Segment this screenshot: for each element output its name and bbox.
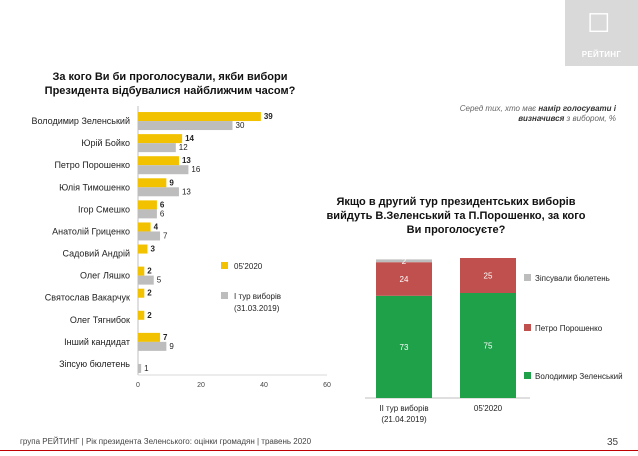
footer-divider bbox=[0, 450, 638, 451]
x-tick-label: 60 bbox=[323, 382, 331, 389]
brand-name: РЕЙТИНГ bbox=[581, 50, 622, 59]
bar-previous bbox=[138, 341, 167, 351]
category-label: Ігор Смешко bbox=[78, 204, 130, 214]
legend-swatch bbox=[221, 262, 228, 269]
data-label: 4 bbox=[154, 222, 159, 231]
data-label: 6 bbox=[160, 200, 165, 209]
legend-swatch bbox=[524, 324, 531, 331]
chart1-note: Серед тих, хто має намір голосувати і ви… bbox=[440, 104, 616, 124]
bar-previous bbox=[138, 121, 233, 131]
bar-previous bbox=[138, 363, 142, 373]
data-label: 5 bbox=[157, 276, 162, 285]
data-label: 12 bbox=[179, 143, 188, 152]
chart1-title: За кого Ви би проголосували, якби вибори… bbox=[44, 71, 296, 97]
legend-label: Володимир Зеленський bbox=[535, 372, 623, 381]
segment-label: 75 bbox=[484, 342, 493, 351]
bar-current bbox=[138, 244, 148, 254]
note-suffix: з вибором, % bbox=[564, 114, 616, 123]
segment-label: 24 bbox=[400, 275, 409, 284]
category-label: Юрій Бойко bbox=[81, 138, 130, 148]
data-label: 2 bbox=[147, 289, 152, 298]
data-label: 1 bbox=[144, 364, 149, 373]
column-label: ІІ тур виборів bbox=[379, 404, 428, 413]
legend-label: 05'2020 bbox=[234, 262, 263, 271]
stacked-segment bbox=[460, 258, 516, 293]
x-tick-label: 0 bbox=[136, 382, 140, 389]
bar-current bbox=[138, 288, 145, 298]
page-number: 35 bbox=[607, 437, 619, 448]
column-label-date: (21.04.2019) bbox=[381, 415, 427, 424]
data-label: 6 bbox=[160, 209, 165, 218]
legend-label: І тур виборів bbox=[234, 292, 281, 301]
bar-current bbox=[138, 200, 157, 210]
data-label: 3 bbox=[150, 245, 155, 254]
bar-current bbox=[138, 112, 261, 122]
note-bold: намір голосувати і визначився bbox=[518, 104, 616, 123]
bar-current bbox=[138, 332, 161, 342]
stacked-segment bbox=[376, 259, 432, 263]
segment-label: 2 bbox=[402, 257, 407, 266]
data-label: 30 bbox=[236, 121, 245, 130]
data-label: 7 bbox=[163, 333, 168, 342]
bar-previous bbox=[138, 187, 179, 197]
bar-current bbox=[138, 310, 145, 320]
legend-swatch bbox=[221, 292, 228, 299]
category-label: Зіпсую бюлетень bbox=[59, 359, 130, 369]
data-label: 9 bbox=[169, 178, 174, 187]
logo-mark-icon: ☐ bbox=[587, 8, 611, 38]
category-label: Святослав Вакарчук bbox=[45, 293, 130, 303]
category-label: Садовий Андрій bbox=[63, 249, 130, 259]
stacked-segment bbox=[376, 295, 432, 398]
column-label: 05'2020 bbox=[474, 404, 503, 413]
stacked-segment bbox=[376, 262, 432, 296]
bar-previous bbox=[138, 275, 154, 285]
x-tick-label: 20 bbox=[197, 382, 205, 389]
category-label: Юлія Тимошенко bbox=[59, 182, 130, 192]
bar-current bbox=[138, 222, 151, 232]
note-prefix: Серед тих, хто має bbox=[459, 104, 539, 113]
legend-swatch bbox=[524, 372, 531, 379]
bar-previous bbox=[138, 165, 189, 175]
data-label: 13 bbox=[182, 156, 191, 165]
bar-current bbox=[138, 178, 167, 188]
bar-current bbox=[138, 134, 183, 144]
category-label: Олег Тягнибок bbox=[70, 315, 130, 325]
data-label: 14 bbox=[185, 134, 194, 143]
category-label: Володимир Зеленський bbox=[31, 116, 130, 126]
segment-label: 73 bbox=[400, 343, 409, 352]
footer-text: група РЕЙТИНГ | Рік президента Зеленсько… bbox=[20, 437, 312, 446]
data-label: 2 bbox=[147, 311, 152, 320]
bar-previous bbox=[138, 209, 157, 219]
data-label: 2 bbox=[147, 267, 152, 276]
legend-label: Зіпсували бюлетень bbox=[535, 274, 610, 283]
bar-current bbox=[138, 266, 145, 276]
brand-logo: ☐ РЕЙТИНГ bbox=[565, 0, 638, 66]
data-label: 9 bbox=[169, 342, 174, 351]
legend-swatch bbox=[524, 274, 531, 281]
category-label: Олег Ляшко bbox=[80, 271, 130, 281]
stacked-segment bbox=[460, 293, 516, 398]
data-label: 7 bbox=[163, 231, 168, 240]
bar-previous bbox=[138, 231, 161, 241]
data-label: 13 bbox=[182, 187, 191, 196]
category-label: Інший кандидат bbox=[64, 337, 130, 347]
bar-current bbox=[138, 156, 179, 166]
segment-label: 25 bbox=[484, 272, 493, 281]
legend-label: Петро Порошенко bbox=[535, 324, 603, 333]
legend-label-date: (31.03.2019) bbox=[234, 304, 280, 313]
category-label: Петро Порошенко bbox=[54, 160, 130, 170]
data-label: 16 bbox=[191, 165, 200, 174]
bar-previous bbox=[138, 143, 176, 153]
x-tick-label: 40 bbox=[260, 382, 268, 389]
category-label: Анатолій Гриценко bbox=[52, 226, 130, 236]
chart2-title: Якщо в другий тур президентських виборів… bbox=[326, 196, 586, 236]
data-label: 39 bbox=[264, 112, 273, 121]
